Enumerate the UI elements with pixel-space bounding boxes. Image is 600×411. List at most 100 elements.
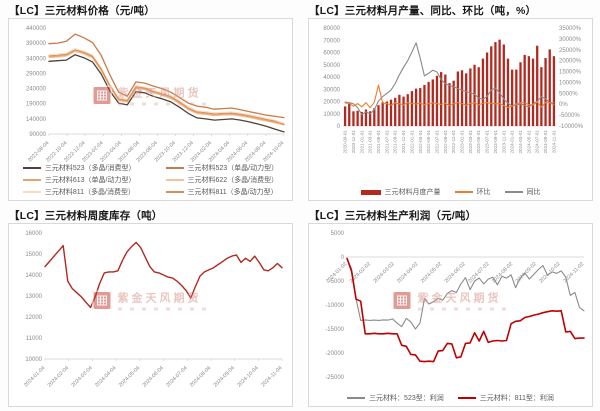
svg-text:-15000: -15000 xyxy=(325,327,344,333)
svg-text:2022-11-01: 2022-11-01 xyxy=(451,130,456,154)
legend-item: 三元材料：811型：利润 xyxy=(457,393,554,403)
svg-text:2024-01-01: 2024-01-01 xyxy=(510,130,515,154)
legend-label: 三元材料613（单晶/动力型） xyxy=(44,177,136,184)
legend-swatch-line xyxy=(22,179,41,181)
profit-legend: 三元材料：523型：利润 三元材料：811型：利润 xyxy=(309,393,592,403)
svg-text:15000%: 15000% xyxy=(559,70,582,76)
legend-swatch-line xyxy=(457,397,476,399)
legend-label: 三元材料811（多晶/动力型） xyxy=(187,189,278,196)
legend-swatch-line xyxy=(22,191,41,193)
svg-text:30000: 30000 xyxy=(323,87,340,93)
legend-label: 三元材料：523型：利润 xyxy=(369,395,444,402)
legend-label: 三元材料：811型：利润 xyxy=(479,395,554,402)
inventory-chart-panel: 16000 15000 14000 13000 12000 11000 10000 2024-… xyxy=(8,223,293,407)
svg-text:2024-11-04: 2024-11-04 xyxy=(260,365,283,388)
svg-text:340000: 340000 xyxy=(26,56,47,62)
inventory-chart: 16000 15000 14000 13000 12000 11000 10000 2024-… xyxy=(23,231,283,389)
legend-swatch-line xyxy=(347,397,366,399)
svg-text:5000: 5000 xyxy=(331,231,345,237)
svg-text:2024-05-01: 2024-05-01 xyxy=(526,130,531,154)
legend-swatch-line xyxy=(165,179,184,181)
svg-text:2024-08-02: 2024-08-02 xyxy=(491,261,514,284)
svg-text:2024-09-04: 2024-09-04 xyxy=(213,365,236,388)
svg-text:2023-11-01: 2023-11-01 xyxy=(501,130,506,154)
price-chart-panel: 440000 390000 340000 290000 240000 190000 1400… xyxy=(8,18,293,201)
svg-text:240000: 240000 xyxy=(26,87,47,93)
svg-text:30000%: 30000% xyxy=(559,37,582,43)
svg-text:-25000: -25000 xyxy=(325,375,344,381)
svg-text:2024-10-04: 2024-10-04 xyxy=(236,365,259,388)
legend-item: 三元材料613（单晶/动力型） xyxy=(22,175,136,185)
legend-swatch-line xyxy=(165,191,184,193)
production-legend: 三元材料月度产量 环比 同比 xyxy=(309,187,592,197)
svg-text:2024-03-04: 2024-03-04 xyxy=(70,365,93,388)
legend-item: 三元材料月度产量 xyxy=(360,187,441,197)
svg-text:0: 0 xyxy=(341,255,345,261)
svg-text:2024-03-01: 2024-03-01 xyxy=(518,130,523,154)
svg-text:2024-08-04: 2024-08-04 xyxy=(189,365,212,388)
svg-text:2022-01-01: 2022-01-01 xyxy=(409,130,414,154)
legend-label: 三元材料523（多晶/消费型） xyxy=(44,165,136,172)
svg-text:2021-11-01: 2021-11-01 xyxy=(401,130,406,154)
svg-text:440000: 440000 xyxy=(26,26,47,32)
legend-item: 三元材料523（单晶/动力型） xyxy=(165,163,278,173)
legend-swatch-line xyxy=(504,191,523,193)
profit-chart-title: 【LC】三元材料生产利润（元/吨） xyxy=(309,210,477,222)
svg-text:90000: 90000 xyxy=(29,132,46,138)
panel-profit: 【LC】三元材料生产利润（元/吨） 5000 0 -5000 -10000 -15000… xyxy=(300,205,600,411)
profit-chart: 5000 0 -5000 -10000 -15000 -20000 -25000 2024-0… xyxy=(325,231,585,381)
svg-text:2021-07-01: 2021-07-01 xyxy=(384,130,389,154)
panel-production: 【LC】三元材料月产量、同比、环比（吨，%） 80000 70000 60000 50… xyxy=(300,0,600,205)
price-legend: 三元材料523（多晶/消费型） 三元材料523（单晶/动力型） 三元材料613（单晶… xyxy=(9,163,292,197)
legend-item: 三元材料811（多晶/消费型） xyxy=(22,187,136,197)
legend-swatch-line xyxy=(165,167,184,169)
svg-text:2020-09-01: 2020-09-01 xyxy=(343,130,348,154)
legend-item: 环比 xyxy=(454,187,491,197)
svg-text:10000%: 10000% xyxy=(559,80,582,86)
svg-text:2023-09-01: 2023-09-01 xyxy=(493,130,498,154)
svg-text:20000%: 20000% xyxy=(559,59,582,65)
legend-swatch-line xyxy=(22,167,41,169)
svg-text:70000: 70000 xyxy=(323,38,340,44)
svg-text:2024-07-04: 2024-07-04 xyxy=(165,365,188,388)
inventory-chart-title: 【LC】三元材料周度库存（吨） xyxy=(9,210,163,222)
svg-text:2022-07-01: 2022-07-01 xyxy=(434,130,439,154)
svg-text:2023-07-01: 2023-07-01 xyxy=(485,130,490,154)
legend-label: 三元材料622（多晶/消费型） xyxy=(187,177,279,184)
svg-text:2024-11-01: 2024-11-01 xyxy=(551,130,556,154)
legend-item: 三元材料：523型：利润 xyxy=(347,393,444,403)
svg-text:2024-05-02: 2024-05-02 xyxy=(420,261,443,284)
svg-text:2024-01-04: 2024-01-04 xyxy=(23,365,46,388)
svg-text:2024-06-04: 2024-06-04 xyxy=(142,365,165,388)
svg-text:2024-05-04: 2024-05-04 xyxy=(118,365,141,388)
svg-text:-20000: -20000 xyxy=(325,351,344,357)
svg-text:2022-03-01: 2022-03-01 xyxy=(418,130,423,154)
svg-text:11000: 11000 xyxy=(26,336,43,342)
svg-text:60000: 60000 xyxy=(323,51,340,57)
legend-item: 三元材料622（多晶/消费型） xyxy=(165,175,279,185)
legend-item: 三元材料523（多晶/消费型） xyxy=(22,163,136,173)
production-chart: 80000 70000 60000 50000 40000 30000 20000 10000… xyxy=(323,26,584,154)
svg-text:12000: 12000 xyxy=(25,315,42,321)
svg-text:0%: 0% xyxy=(559,102,568,108)
svg-text:2021-03-01: 2021-03-01 xyxy=(368,130,373,154)
svg-text:80000: 80000 xyxy=(323,26,340,32)
svg-text:-10000%: -10000% xyxy=(559,124,584,130)
production-chart-panel: 80000 70000 60000 50000 40000 30000 20000 10000… xyxy=(308,18,593,201)
svg-text:390000: 390000 xyxy=(26,41,47,47)
svg-text:40000: 40000 xyxy=(323,75,340,81)
svg-text:190000: 190000 xyxy=(26,102,47,108)
legend-label: 三元材料811（多晶/消费型） xyxy=(44,189,135,196)
svg-text:15000: 15000 xyxy=(25,252,42,258)
svg-text:10000: 10000 xyxy=(25,357,42,363)
legend-item: 同比 xyxy=(504,187,541,197)
profit-chart-panel: 5000 0 -5000 -10000 -15000 -20000 -25000 2024-0… xyxy=(308,223,593,407)
svg-text:2024-09-01: 2024-09-01 xyxy=(543,130,548,154)
svg-text:16000: 16000 xyxy=(25,231,42,237)
svg-text:20000: 20000 xyxy=(323,100,340,106)
legend-item: 三元材料811（多晶/动力型） xyxy=(165,187,279,197)
svg-text:2023-03-01: 2023-03-01 xyxy=(468,130,473,154)
svg-text:2024-04-02: 2024-04-02 xyxy=(396,261,419,284)
svg-text:35000%: 35000% xyxy=(559,26,582,32)
